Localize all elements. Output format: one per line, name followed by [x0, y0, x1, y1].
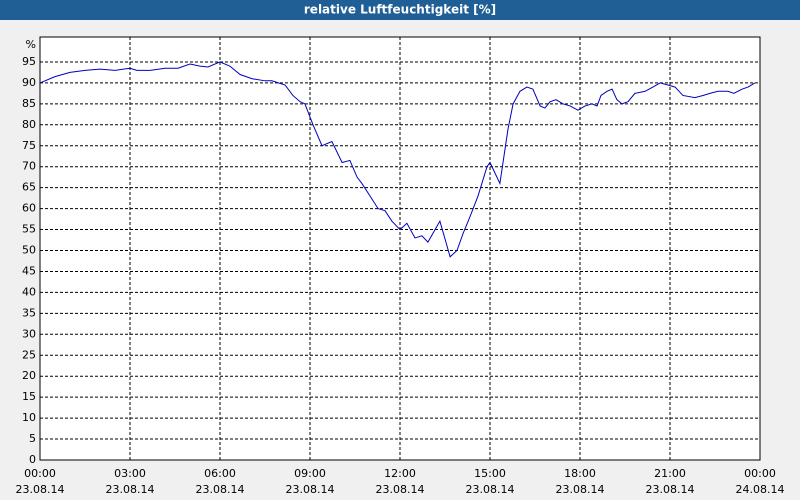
x-tick-date: 23.08.14 [106, 483, 155, 496]
y-tick-label: 5 [29, 432, 36, 445]
y-tick-label: 45 [22, 264, 36, 277]
y-tick-label: 35 [22, 306, 36, 319]
x-tick-label: 21:00 [654, 467, 686, 480]
x-tick-label: 00:00 [744, 467, 776, 480]
x-tick-date: 23.08.14 [196, 483, 245, 496]
y-tick-label: 40 [22, 285, 36, 298]
data-line [39, 61, 756, 258]
x-tick-label: 00:00 [24, 467, 56, 480]
y-tick-label: 70 [22, 160, 36, 173]
title-bar [0, 0, 800, 20]
x-tick-label: 12:00 [384, 467, 416, 480]
y-axis-label: % [26, 38, 36, 51]
y-tick-label: 20 [22, 369, 36, 382]
x-tick-label: 18:00 [564, 467, 596, 480]
chart-title: relative Luftfeuchtigkeit [%] [304, 3, 496, 17]
y-tick-label: 10 [22, 411, 36, 424]
y-tick-label: 90 [22, 76, 36, 89]
x-tick-date: 23.08.14 [646, 483, 695, 496]
y-tick-label: 25 [22, 348, 36, 361]
y-tick-label: 85 [22, 97, 36, 110]
y-tick-label: 60 [22, 202, 36, 215]
x-tick-date: 23.08.14 [16, 483, 65, 496]
y-tick-label: 75 [22, 139, 36, 152]
x-tick-date: 23.08.14 [376, 483, 425, 496]
x-tick-label: 03:00 [114, 467, 146, 480]
y-tick-label: 55 [22, 223, 36, 236]
x-tick-label: 15:00 [474, 467, 506, 480]
x-tick-date: 23.08.14 [286, 483, 335, 496]
y-tick-label: 30 [22, 327, 36, 340]
y-tick-label: 80 [22, 118, 36, 131]
y-tick-label: 50 [22, 244, 36, 257]
x-tick-date: 24.08.14 [736, 483, 785, 496]
x-tick-date: 23.08.14 [466, 483, 515, 496]
y-tick-label: 15 [22, 390, 36, 403]
x-tick-label: 06:00 [204, 467, 236, 480]
x-tick-label: 09:00 [294, 467, 326, 480]
x-tick-date: 23.08.14 [556, 483, 605, 496]
y-tick-label: 95 [22, 55, 36, 68]
y-tick-label: 0 [29, 453, 36, 466]
y-tick-label: 65 [22, 181, 36, 194]
